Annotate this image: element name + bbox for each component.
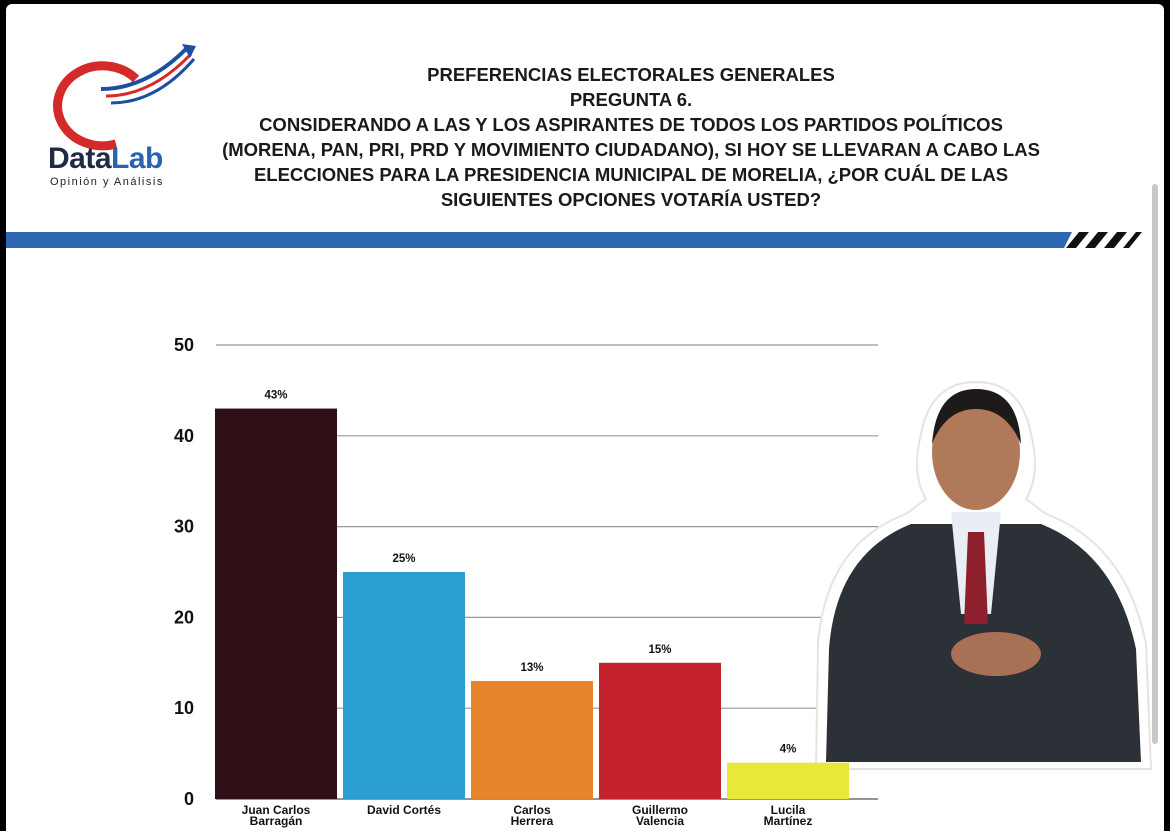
stripe — [6, 232, 1142, 248]
stripe-slash — [1085, 232, 1108, 248]
face — [932, 394, 1020, 510]
value-label: 43% — [264, 390, 287, 402]
value-label: 4% — [780, 744, 797, 756]
value-label: 13% — [520, 662, 543, 674]
logo-name-second: Lab — [111, 142, 163, 175]
x-tick-label: David Cortés — [366, 803, 442, 817]
tie — [964, 532, 988, 624]
bar — [343, 572, 465, 799]
stripe-slash — [1104, 232, 1127, 248]
bar — [215, 408, 337, 799]
title: PREFERENCIAS ELECTORALES GENERALES — [427, 64, 835, 85]
logo-arrowhead — [182, 44, 196, 58]
question: CONSIDERANDO A LAS Y LOS ASPIRANTES DE T… — [222, 114, 1040, 210]
x-tick-label: Guillermo Valencia — [631, 803, 688, 828]
portrait — [814, 380, 1153, 770]
header: PREFERENCIAS ELECTORALES GENERALES PREGU… — [206, 62, 1056, 212]
y-tick-label: 0 — [184, 789, 194, 809]
logo-mark — [53, 44, 196, 151]
y-tick-label: 10 — [174, 698, 194, 718]
logo-tagline: Opinión y Análisis — [50, 176, 164, 188]
x-tick-label: Juan Carlos Barragán — [241, 803, 311, 828]
subtitle: PREGUNTA 6. — [569, 89, 693, 110]
bar — [471, 680, 593, 799]
logo-arrow — [105, 52, 193, 98]
value-label: 25% — [392, 553, 415, 565]
y-tick-label: 50 — [174, 335, 194, 355]
y-tick-label: 40 — [174, 426, 194, 446]
stripe-slash — [1066, 232, 1089, 248]
y-tick-label: 20 — [174, 607, 194, 627]
screen: DataLab Opinión y Análisis PREFERENCIAS … — [6, 4, 1164, 831]
hair — [932, 389, 1021, 444]
hands — [951, 632, 1041, 676]
stripe-bar — [6, 232, 1072, 248]
bar — [599, 662, 721, 799]
stripe-slash — [1123, 232, 1142, 248]
scrollbar — [1152, 184, 1158, 744]
value-label: 15% — [648, 644, 671, 656]
logo-name: DataLab — [48, 142, 163, 176]
bar — [727, 762, 849, 799]
x-tick-label: Lucila Martínez — [763, 803, 813, 828]
logo-arrow — [100, 47, 188, 91]
logo-name-first: Data — [48, 142, 112, 175]
chart: 50 40 30 20 10 0 43% 25% 13% 15% 4% — [174, 335, 1153, 809]
logo-arc — [53, 61, 140, 151]
logo-arrow — [110, 58, 196, 105]
x-tick-label: Carlos Herrera — [510, 803, 554, 828]
y-tick-label: 30 — [174, 517, 194, 537]
